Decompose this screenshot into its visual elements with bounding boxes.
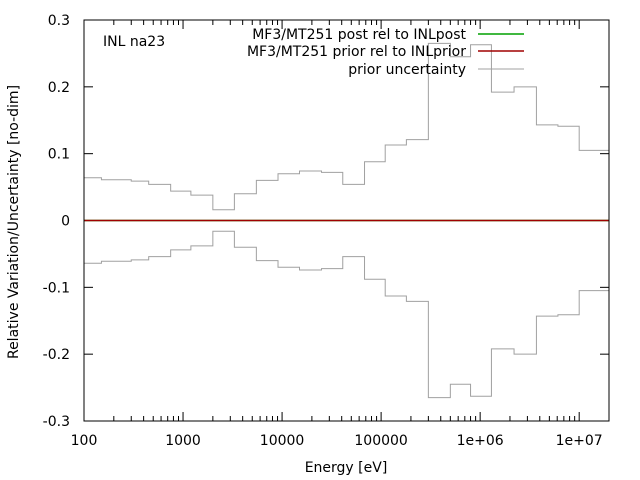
legend-label: MF3/MT251 prior rel to INLprior <box>247 44 466 60</box>
tick-labels: -0.3 -0.2 -0.1 0 0.1 0.2 0.3 100 1000 10000 100000… <box>43 13 603 449</box>
plot-annotation: INL na23 <box>103 34 165 50</box>
x-tick-label: 1e+07 <box>556 433 603 449</box>
plot-frame <box>83 19 610 422</box>
x-tick-label: 1000 <box>165 433 201 449</box>
x-axis-label: Energy [eV] <box>305 460 388 476</box>
series-line-prior-uncertainty-lower <box>84 230 609 399</box>
y-tick-label: -0.3 <box>43 414 70 430</box>
x-tick-label: 1e+06 <box>457 433 504 449</box>
y-tick-label: -0.2 <box>43 347 70 363</box>
series-layer <box>84 42 609 399</box>
x-tick-label: 100 <box>71 433 98 449</box>
legend-label: MF3/MT251 post rel to INLpost <box>252 27 466 43</box>
series-line-prior-uncertainty <box>84 42 609 211</box>
y-tick-label: -0.1 <box>43 280 70 296</box>
y-tick-label: 0.3 <box>48 13 70 29</box>
legend-label: prior uncertainty <box>348 62 466 78</box>
y-tick-label: 0.1 <box>48 147 70 163</box>
y-tick-label: 0 <box>61 214 70 230</box>
x-tick-label: 100000 <box>354 433 407 449</box>
y-tick-label: 0.2 <box>48 80 70 96</box>
y-axis-label: Relative Variation/Uncertainty [no-dim] <box>6 85 22 359</box>
x-tick-label: 10000 <box>260 433 305 449</box>
